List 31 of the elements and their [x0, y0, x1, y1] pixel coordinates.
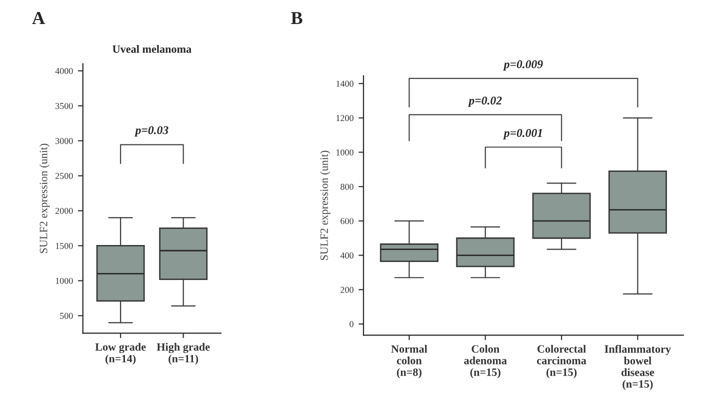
x-tick-label: Inflammatory bowel disease (n=15) [604, 344, 671, 390]
x-tick-label: Low grade (n=14) [95, 342, 146, 365]
y-tick-label: 1200 [336, 115, 354, 122]
chart-title: A [32, 12, 45, 24]
text: p=0.009 [503, 60, 543, 71]
y-tick-label: 3500 [56, 102, 73, 110]
y-axis-title: SULF2 expression (unit) [39, 144, 50, 253]
y-tick-label: 3000 [56, 138, 73, 144]
x-tick-label: Colon adenoma (n=15) [464, 344, 507, 378]
y-tick-label: 4000 [55, 68, 73, 74]
chart-title: B [291, 12, 302, 24]
y-tick-label: 1500 [56, 242, 73, 249]
y-tick-label: 2000 [55, 208, 73, 214]
chart-subtitle: Uveal melanoma [112, 45, 192, 53]
x-tick-label: High grade (n=11) [156, 342, 210, 365]
y-tick-label: 800 [340, 184, 354, 190]
y-tick-label: 1000 [336, 149, 354, 156]
y-tick-label: 500 [60, 312, 73, 319]
y-axis-title: SULF2 expression (unit) [320, 150, 330, 260]
y-tick-label: 400 [340, 252, 354, 259]
y-tick-label: 0 [350, 321, 354, 328]
x-tick-label: Normal colon (n=8) [391, 344, 428, 378]
y-tick-label: 1000 [56, 278, 73, 284]
annotation: p=0.001 [503, 128, 542, 140]
y-tick-label: 200 [340, 286, 354, 293]
y-tick-label: 2500 [55, 172, 73, 179]
annotation: p=0.02 [468, 96, 502, 107]
y-tick-label: 600 [340, 218, 354, 224]
annotation: p=0.03 [134, 126, 168, 137]
x-tick-label: Colorectal carcinoma (n=15) [537, 344, 586, 378]
y-tick-label: 1400 [336, 80, 354, 87]
